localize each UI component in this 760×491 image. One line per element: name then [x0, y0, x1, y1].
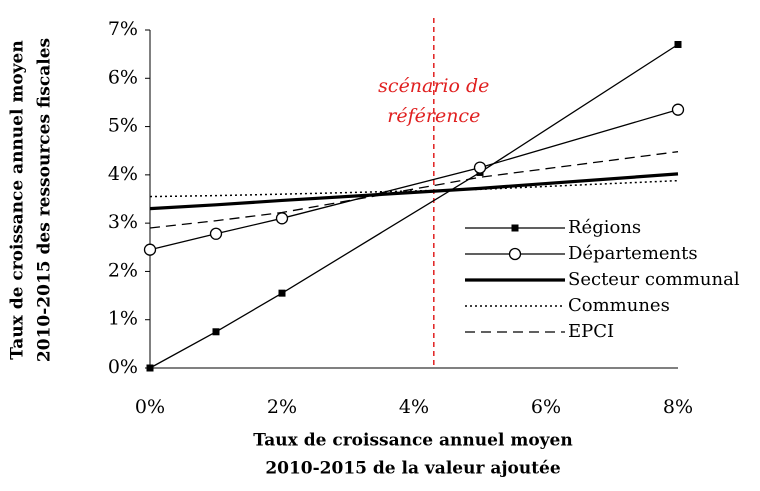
series-line: [149, 179, 679, 198]
y-axis-label: 2010-2015 des ressources fiscales: [35, 38, 55, 362]
y-tick-label: 2%: [108, 259, 138, 281]
marker: [143, 243, 157, 256]
x-axis-label: Taux de croissance annuel moyen: [253, 431, 572, 451]
y-tick-label: 3%: [108, 211, 138, 233]
y-tick-label: 0%: [108, 356, 138, 378]
legend-marker: [508, 247, 522, 261]
x-tick-label: 0%: [135, 396, 165, 418]
marker: [671, 103, 685, 116]
x-tick-label: 2%: [267, 396, 297, 418]
x-axis-label: 2010-2015 de la valeur ajoutée: [265, 459, 561, 479]
y-tick-label: 6%: [108, 66, 138, 88]
y-tick-label: 7%: [108, 18, 138, 40]
marker: [278, 289, 286, 297]
y-tick-label: 5%: [108, 115, 138, 137]
y-tick-label: 4%: [108, 163, 138, 185]
legend-label: Communes: [568, 295, 670, 316]
annotation: scénario de: [378, 75, 489, 97]
x-tick-label: 4%: [399, 396, 429, 418]
marker: [212, 328, 220, 336]
series-line: [149, 151, 679, 229]
legend-label: Secteur communal: [568, 269, 740, 290]
y-axis-label: Taux de croissance annuel moyen: [8, 40, 28, 359]
x-tick-label: 6%: [531, 396, 561, 418]
marker: [275, 212, 289, 225]
legend-label: Départements: [568, 243, 698, 264]
marker: [473, 161, 487, 174]
legend-label: Régions: [568, 217, 641, 238]
legend-label: EPCI: [568, 321, 614, 342]
marker: [146, 364, 154, 372]
annotation: référence: [387, 105, 480, 127]
marker: [674, 40, 682, 48]
series-line: [149, 172, 679, 211]
y-tick-label: 1%: [108, 308, 138, 330]
marker: [209, 227, 223, 240]
legend-marker: [511, 224, 519, 232]
x-tick-label: 8%: [663, 396, 693, 418]
